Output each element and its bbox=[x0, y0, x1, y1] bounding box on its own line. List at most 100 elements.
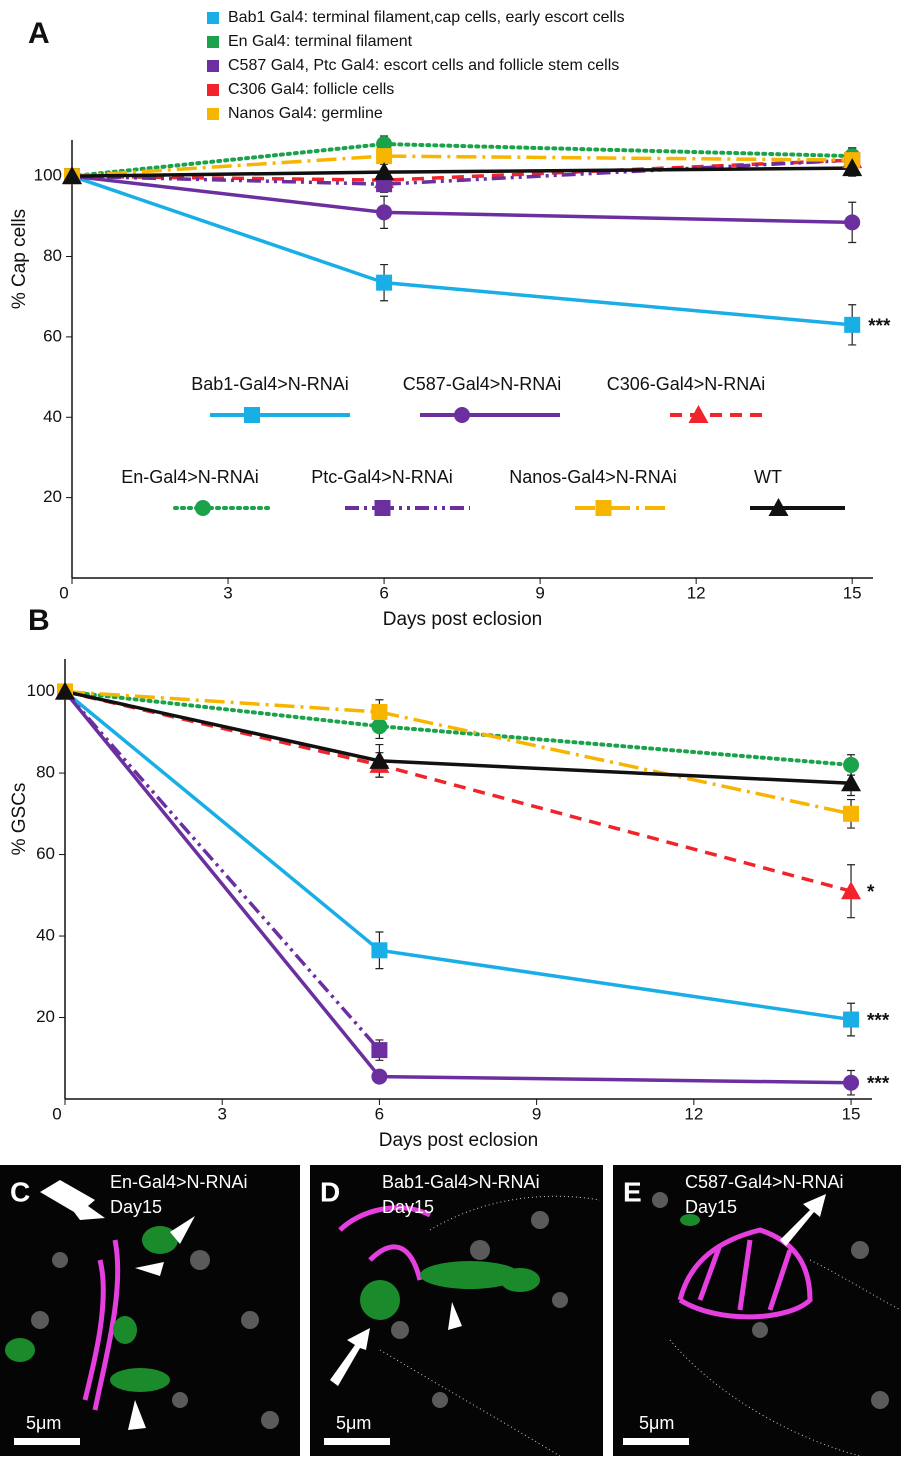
legend-label: Nanos-Gal4>N-RNAi bbox=[509, 467, 677, 487]
series-line bbox=[64, 689, 852, 893]
legend-label: C587 Gal4, Ptc Gal4: escort cells and fo… bbox=[228, 57, 619, 74]
y-tick-label: 100 bbox=[27, 681, 55, 700]
legend-label: Ptc-Gal4>N-RNAi bbox=[311, 467, 453, 487]
x-tick-label: 9 bbox=[535, 583, 544, 602]
x-tick-label: 0 bbox=[59, 583, 68, 602]
legend-label: C587-Gal4>N-RNAi bbox=[403, 374, 562, 394]
x-tick-label: 6 bbox=[375, 1104, 384, 1123]
legend-label: En Gal4: terminal filament bbox=[228, 33, 413, 50]
marker bbox=[376, 204, 393, 221]
x-tick-label: 6 bbox=[379, 583, 388, 602]
marker bbox=[371, 1042, 388, 1059]
legend-label: C306 Gal4: follicle cells bbox=[228, 81, 394, 98]
marker bbox=[374, 162, 395, 181]
y-tick-label: 80 bbox=[43, 246, 62, 265]
series-line bbox=[71, 174, 853, 327]
scale-label: 5μm bbox=[336, 1413, 371, 1433]
marker bbox=[842, 158, 863, 177]
marker bbox=[841, 881, 862, 900]
marker bbox=[844, 214, 861, 231]
x-axis-label: Days post eclosion bbox=[379, 1130, 538, 1151]
legend-label: C306-Gal4>N-RNAi bbox=[607, 374, 766, 394]
stain-green bbox=[5, 1214, 700, 1392]
panel-caption: Day15 bbox=[685, 1197, 737, 1217]
marker bbox=[376, 176, 393, 193]
micrograph bbox=[0, 1165, 300, 1456]
x-tick-label: 12 bbox=[687, 583, 706, 602]
marker bbox=[844, 316, 861, 333]
marker bbox=[841, 773, 862, 792]
marker bbox=[595, 500, 612, 516]
micrographs bbox=[0, 1165, 901, 1457]
marker bbox=[369, 750, 390, 769]
scale-bars bbox=[14, 1438, 689, 1445]
marker bbox=[62, 166, 82, 185]
marker bbox=[371, 703, 388, 720]
panel-caption: En-Gal4>N-RNAi bbox=[110, 1172, 248, 1192]
y-tick-label: 20 bbox=[43, 487, 62, 506]
panel-letter: C bbox=[10, 1176, 30, 1207]
panel-label: A bbox=[28, 17, 50, 50]
outlines bbox=[379, 1195, 901, 1457]
arrows bbox=[40, 1180, 826, 1430]
y-tick-label: 40 bbox=[36, 926, 55, 945]
y-tick-label: 20 bbox=[36, 1007, 55, 1026]
series-line bbox=[63, 690, 852, 1085]
marker bbox=[194, 500, 211, 516]
marker bbox=[371, 942, 388, 959]
legend-label: Nanos Gal4: germline bbox=[228, 105, 383, 122]
panel-caption: Day15 bbox=[382, 1197, 434, 1217]
marker bbox=[843, 1011, 860, 1028]
y-tick-label: 60 bbox=[43, 326, 62, 345]
legend-label: En-Gal4>N-RNAi bbox=[121, 467, 259, 487]
annotation: *** bbox=[867, 1011, 890, 1032]
y-tick-label: 60 bbox=[36, 844, 55, 863]
legend-swatch bbox=[207, 108, 219, 120]
marker bbox=[843, 756, 860, 773]
panel-caption: C587-Gal4>N-RNAi bbox=[685, 1172, 844, 1192]
series-line bbox=[63, 690, 381, 1052]
marker bbox=[374, 500, 391, 516]
marker bbox=[376, 148, 393, 165]
marker bbox=[768, 498, 789, 516]
marker bbox=[244, 407, 260, 423]
x-tick-label: 9 bbox=[532, 1104, 541, 1123]
marker bbox=[376, 136, 393, 153]
scale-label: 5μm bbox=[639, 1413, 674, 1433]
legend-label: Bab1-Gal4>N-RNAi bbox=[191, 374, 349, 394]
x-tick-label: 0 bbox=[52, 1104, 61, 1123]
panel-letter: E bbox=[623, 1176, 642, 1207]
panel-letter: D bbox=[320, 1176, 340, 1207]
annotation: *** bbox=[867, 1074, 890, 1095]
marker bbox=[371, 1068, 388, 1085]
marker bbox=[371, 718, 388, 735]
legend-swatch bbox=[207, 12, 219, 24]
x-tick-label: 15 bbox=[843, 583, 862, 602]
legend-swatch bbox=[207, 84, 219, 96]
x-tick-label: 3 bbox=[217, 1104, 226, 1123]
x-tick-label: 12 bbox=[684, 1104, 703, 1123]
annotation: *** bbox=[868, 316, 891, 337]
stain-magenta bbox=[82, 1205, 813, 1411]
marker bbox=[454, 407, 470, 423]
scale-label: 5μm bbox=[26, 1413, 61, 1433]
legend-label: Bab1 Gal4: terminal filament,cap cells, … bbox=[228, 9, 625, 26]
micrograph bbox=[613, 1165, 901, 1456]
y-tick-label: 80 bbox=[36, 763, 55, 782]
legend-swatch bbox=[207, 36, 219, 48]
y-tick-label: 40 bbox=[43, 407, 62, 426]
nuclei bbox=[31, 1192, 889, 1429]
series-line bbox=[64, 689, 852, 816]
x-tick-label: 15 bbox=[842, 1104, 861, 1123]
panel-caption: Bab1-Gal4>N-RNAi bbox=[382, 1172, 540, 1192]
marker bbox=[843, 1074, 860, 1091]
y-axis-label: % Cap cells bbox=[9, 209, 30, 309]
y-tick-label: 100 bbox=[34, 166, 62, 185]
micrograph bbox=[310, 1165, 603, 1456]
annotation: * bbox=[867, 882, 875, 903]
marker bbox=[55, 681, 75, 700]
marker bbox=[843, 805, 860, 822]
legend-label: WT bbox=[754, 467, 782, 487]
marker bbox=[688, 405, 709, 423]
